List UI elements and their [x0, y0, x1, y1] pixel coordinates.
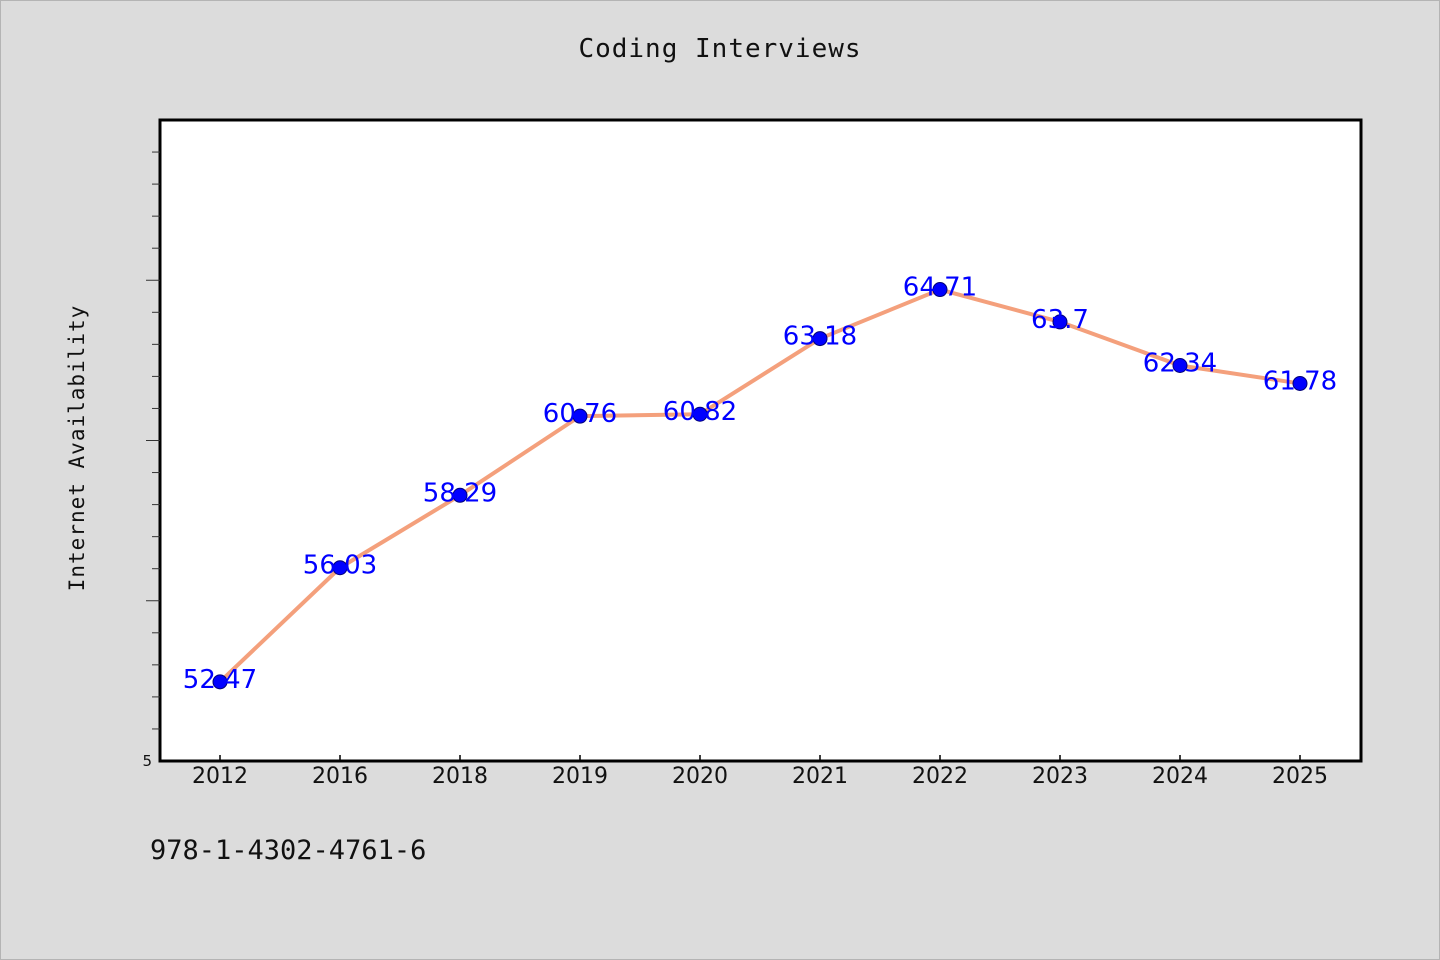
- data-label: 64.71: [903, 273, 977, 303]
- x-tick-label: 2021: [792, 764, 848, 789]
- data-markers: [212, 282, 1308, 690]
- x-axis-tick-labels: 2012 2016 2018 2019 2020 2021 2022 2023 2024 2025: [192, 764, 1328, 789]
- data-point: [452, 487, 468, 503]
- series-line: [218, 287, 1302, 684]
- data-point: [1172, 358, 1188, 374]
- data-point: [1052, 314, 1068, 330]
- footer-code: 978-1-4302-4761-6: [150, 835, 427, 866]
- data-point: [692, 406, 708, 422]
- data-point: [332, 560, 348, 576]
- x-tick-label: 2022: [912, 764, 968, 789]
- data-label: 63.18: [783, 322, 857, 352]
- data-point: [812, 331, 828, 347]
- x-tick-label: 2012: [192, 764, 248, 789]
- y-axis-ticks: [146, 151, 160, 730]
- data-point: [1292, 375, 1308, 391]
- y-tick-label: 5: [142, 752, 152, 770]
- plot-area: [158, 118, 1363, 763]
- data-label: 61.78: [1263, 366, 1337, 396]
- data-label: 63.7: [1031, 305, 1089, 335]
- x-tick-label: 2019: [552, 764, 608, 789]
- x-tick-label: 2020: [672, 764, 728, 789]
- x-tick-label: 2024: [1152, 764, 1208, 789]
- x-tick-label: 2016: [312, 764, 368, 789]
- data-label: 60.82: [663, 397, 737, 427]
- x-tick-label: 2018: [432, 764, 488, 789]
- data-label: 62.34: [1143, 349, 1217, 379]
- data-labels: 52.47 56.03 58.29 60.76 60.82 63.18 64.71 63.7 6…: [183, 273, 1337, 695]
- x-tick-label: 2025: [1272, 764, 1328, 789]
- data-label: 58.29: [423, 478, 497, 508]
- data-point: [212, 674, 228, 690]
- data-point: [572, 408, 588, 424]
- chart-title: Coding Interviews: [578, 34, 862, 64]
- data-label: 56.03: [303, 551, 377, 581]
- x-axis-ticks: [219, 755, 1301, 761]
- y-axis-tick-labels: 5: [142, 752, 152, 770]
- data-point: [932, 282, 948, 298]
- x-tick-label: 2023: [1032, 764, 1088, 789]
- data-label: 52.47: [183, 665, 257, 695]
- data-label: 60.76: [543, 399, 617, 429]
